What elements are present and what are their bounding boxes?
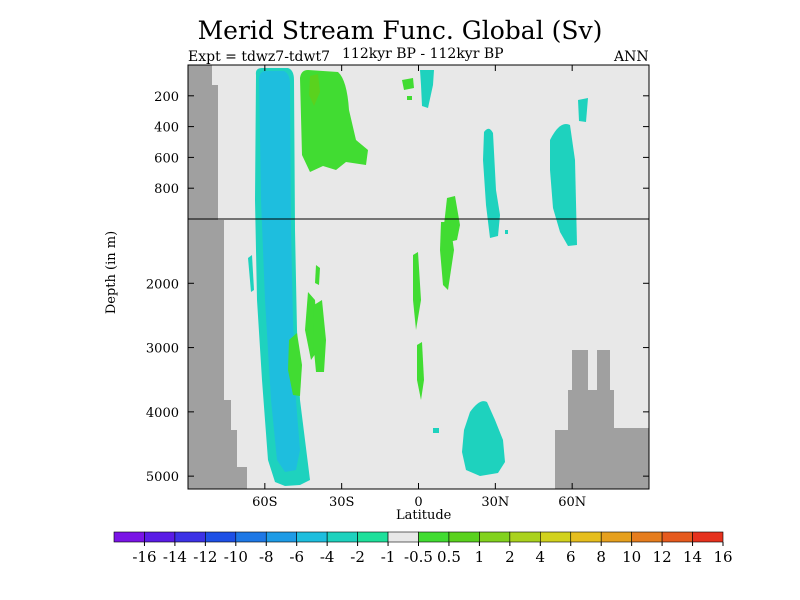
colorbar-swatch bbox=[631, 531, 663, 543]
colorbar-tick-label: 8 bbox=[596, 548, 606, 566]
colorbar-swatch bbox=[144, 531, 176, 543]
y-tick-label-upper: 800 bbox=[154, 182, 179, 197]
colorbar-swatch bbox=[570, 531, 602, 543]
y-tick-label-upper: 600 bbox=[154, 151, 179, 166]
x-tick-label: 60S bbox=[252, 495, 277, 510]
colorbar-swatch bbox=[448, 531, 480, 543]
contour-fields bbox=[248, 68, 588, 486]
colorbar-swatch bbox=[600, 531, 632, 543]
colorbar-tick-label: -12 bbox=[193, 548, 217, 566]
colorbar-tick-label: 14 bbox=[683, 548, 702, 566]
contour-positive-mid-patch-3 bbox=[288, 333, 302, 396]
colorbar-tick-label: 16 bbox=[713, 548, 732, 566]
contour-negative-60n-top bbox=[578, 98, 588, 122]
y-tick-label-lower: 4000 bbox=[146, 406, 179, 421]
colorbar-tick-label: -8 bbox=[259, 548, 274, 566]
topography-mask bbox=[188, 65, 649, 489]
experiment-label: Expt = tdwz7-tdwt7 bbox=[188, 49, 331, 65]
colorbar-tick-label: 2 bbox=[505, 548, 515, 566]
colorbar-tick-label: 12 bbox=[653, 548, 672, 566]
colorbar-swatch bbox=[692, 531, 724, 543]
y-axis-ticks: 200 400 600 800 2000 3000 4000 5000 bbox=[146, 90, 649, 485]
period-label: 112kyr BP - 112kyr BP bbox=[342, 46, 504, 62]
colorbar-tick-label: 1 bbox=[475, 548, 485, 566]
colorbar-swatch bbox=[265, 531, 298, 543]
colorbar: -16 -14 -12 -10 -8 -6 -4 -2 -1 -0.5 0.5 1 2 4 6 8 10 12 14… bbox=[113, 531, 733, 566]
y-tick-label-lower: 3000 bbox=[146, 342, 179, 357]
colorbar-swatch bbox=[357, 531, 389, 543]
land-antarctica bbox=[188, 65, 247, 489]
contour-negative-30n-column bbox=[483, 128, 500, 238]
colorbar-swatch bbox=[205, 531, 237, 543]
contour-negative-small-eq bbox=[433, 428, 439, 433]
chart-title: Merid Stream Func. Global (Sv) bbox=[197, 16, 603, 45]
y-tick-label-upper: 200 bbox=[154, 90, 179, 105]
colorbar-tick-label: 4 bbox=[536, 548, 546, 566]
colorbar-tick-label: -2 bbox=[350, 548, 365, 566]
x-tick-label: 0 bbox=[414, 495, 422, 510]
x-axis-ticks: 60S 30S 0 30N 60N bbox=[252, 65, 586, 510]
contour-positive-equatorial-deep bbox=[413, 252, 421, 330]
colorbar-tick-label: -14 bbox=[163, 548, 187, 566]
colorbar-swatch bbox=[509, 531, 541, 543]
colorbar-swatch bbox=[539, 531, 572, 543]
colorbar-tick-label: 10 bbox=[622, 548, 641, 566]
contour-negative-60n-column bbox=[550, 124, 577, 246]
y-tick-label-upper: 400 bbox=[154, 121, 179, 136]
colorbar-swatch bbox=[387, 531, 419, 543]
colorbar-swatch bbox=[235, 531, 267, 543]
season-label: ANN bbox=[614, 49, 649, 65]
colorbar-swatch bbox=[113, 531, 145, 543]
contour-positive-equatorial-deep-2 bbox=[417, 342, 424, 400]
colorbar-swatch bbox=[661, 531, 693, 543]
contour-positive-15n-lower bbox=[440, 222, 454, 290]
contour-negative-small-60n bbox=[505, 230, 508, 234]
colorbar-swatch bbox=[418, 531, 450, 543]
x-tick-label: 30N bbox=[481, 495, 509, 510]
contour-positive-mid-patch-2 bbox=[313, 300, 326, 372]
y-tick-label-lower: 2000 bbox=[146, 277, 179, 292]
colorbar-swatch bbox=[326, 531, 358, 543]
colorbar-swatch bbox=[479, 531, 511, 543]
colorbar-swatch bbox=[174, 531, 206, 543]
contour-positive-mid-patch-4 bbox=[315, 265, 320, 285]
x-tick-label: 60N bbox=[558, 495, 586, 510]
colorbar-tick-label: 0.5 bbox=[437, 548, 461, 566]
x-tick-label: 30S bbox=[329, 495, 354, 510]
colorbar-tick-label: -1 bbox=[381, 548, 396, 566]
colorbar-tick-label: -16 bbox=[132, 548, 156, 566]
colorbar-tick-label: -4 bbox=[320, 548, 335, 566]
colorbar-tick-label: 6 bbox=[566, 548, 576, 566]
colorbar-tick-label: -6 bbox=[289, 548, 304, 566]
contour-negative-equatorial-top bbox=[420, 70, 434, 108]
contour-negative-southern-flank bbox=[248, 255, 254, 292]
contour-positive-equatorial-top bbox=[402, 78, 414, 90]
colorbar-swatch bbox=[296, 531, 328, 543]
contour-positive-upper-core bbox=[309, 74, 320, 106]
contour-negative-deep-30n bbox=[462, 401, 505, 476]
y-tick-label-lower: 5000 bbox=[146, 470, 179, 485]
colorbar-tick-label: -10 bbox=[224, 548, 248, 566]
land-arctic bbox=[555, 350, 649, 489]
colorbar-tick-label: -0.5 bbox=[404, 548, 433, 566]
contour-positive-equatorial-dot bbox=[407, 96, 412, 100]
x-axis-label: Latitude bbox=[396, 508, 452, 523]
